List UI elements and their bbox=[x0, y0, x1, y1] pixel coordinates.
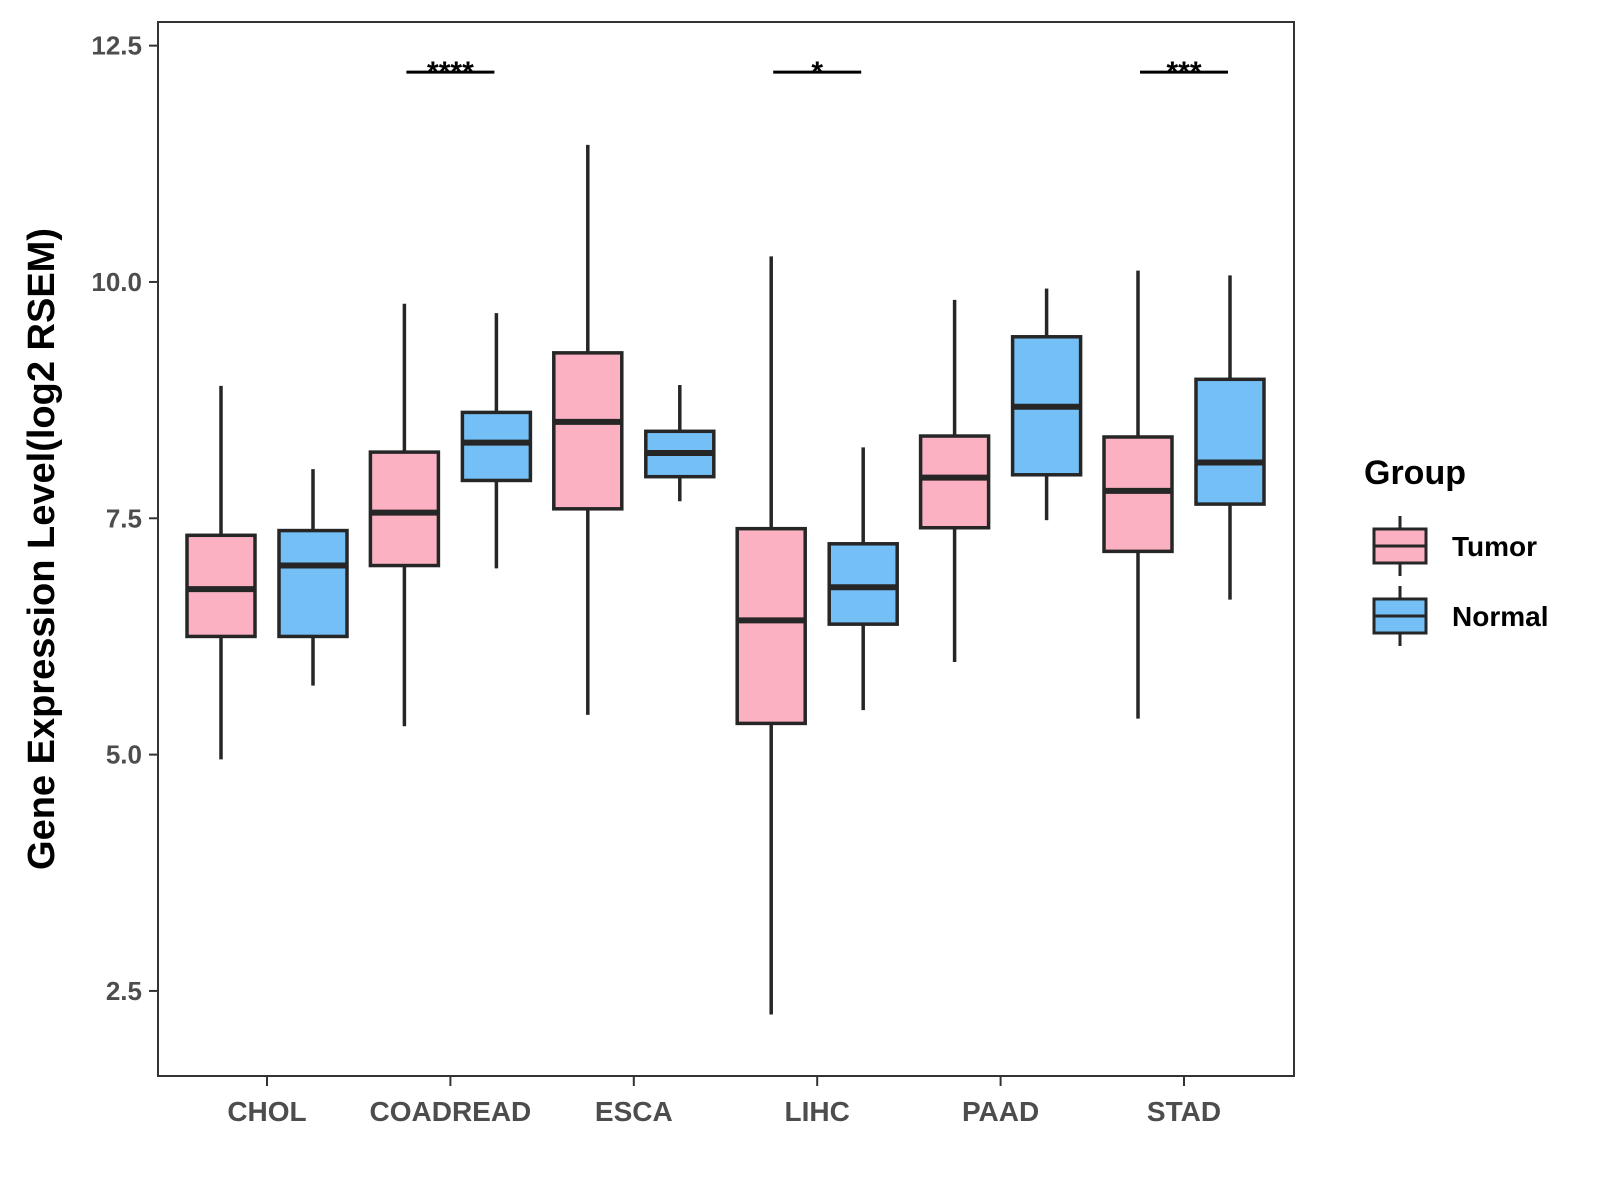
x-tick-label: ESCA bbox=[595, 1096, 673, 1127]
legend-title: Group bbox=[1364, 454, 1466, 492]
box-iqr bbox=[827, 542, 899, 626]
box-iqr bbox=[1194, 377, 1266, 506]
box-normal-coadread bbox=[460, 313, 533, 569]
box-iqr bbox=[918, 434, 991, 530]
box-normal-chol bbox=[277, 469, 349, 686]
y-tick-label: 12.5 bbox=[91, 31, 142, 61]
y-axis-title: Gene Expression Level(log2 RSEM) bbox=[21, 228, 63, 870]
plot-content: **** * *** bbox=[185, 56, 1266, 1015]
y-tick-label: 5.0 bbox=[106, 740, 142, 770]
legend-label-normal: Normal bbox=[1452, 601, 1548, 632]
box-tumor-lihc bbox=[735, 256, 807, 1015]
box-normal-lihc bbox=[827, 447, 899, 711]
legend: Group Tumor Normal bbox=[1364, 454, 1548, 646]
significance-label: **** bbox=[427, 56, 474, 89]
x-tick-label: LIHC bbox=[785, 1096, 850, 1127]
box-normal-stad bbox=[1194, 275, 1266, 600]
significance-label: *** bbox=[1166, 56, 1201, 89]
legend-label-tumor: Tumor bbox=[1452, 531, 1537, 562]
plot-panel-border bbox=[157, 21, 1295, 1077]
box-iqr bbox=[277, 528, 349, 639]
box-iqr bbox=[1102, 435, 1174, 554]
x-tick-label: STAD bbox=[1147, 1096, 1221, 1127]
box-tumor-esca bbox=[552, 144, 624, 715]
box-tumor-chol bbox=[185, 385, 257, 760]
box-tumor-paad bbox=[918, 299, 991, 662]
box-normal-esca bbox=[644, 384, 716, 502]
box-tumor-coadread bbox=[368, 303, 441, 727]
y-tick-label: 7.5 bbox=[106, 503, 142, 533]
box-tumor-stad bbox=[1102, 270, 1174, 719]
x-tick-label: PAAD bbox=[962, 1096, 1039, 1127]
box-iqr bbox=[460, 410, 533, 483]
x-axis: CHOL COADREAD ESCA LIHC PAAD STAD bbox=[227, 1076, 1221, 1127]
significance-label: * bbox=[811, 56, 823, 89]
y-axis: 2.5 5.0 7.5 10.0 12.5 bbox=[91, 31, 158, 1006]
box-iqr bbox=[368, 450, 441, 568]
y-tick-label: 10.0 bbox=[91, 267, 142, 297]
box-iqr bbox=[185, 533, 257, 639]
y-tick-label: 2.5 bbox=[106, 976, 142, 1006]
box-normal-paad bbox=[1010, 288, 1083, 521]
x-tick-label: CHOL bbox=[227, 1096, 306, 1127]
box-iqr bbox=[735, 526, 807, 726]
box-iqr bbox=[552, 351, 624, 511]
x-tick-label: COADREAD bbox=[370, 1096, 532, 1127]
